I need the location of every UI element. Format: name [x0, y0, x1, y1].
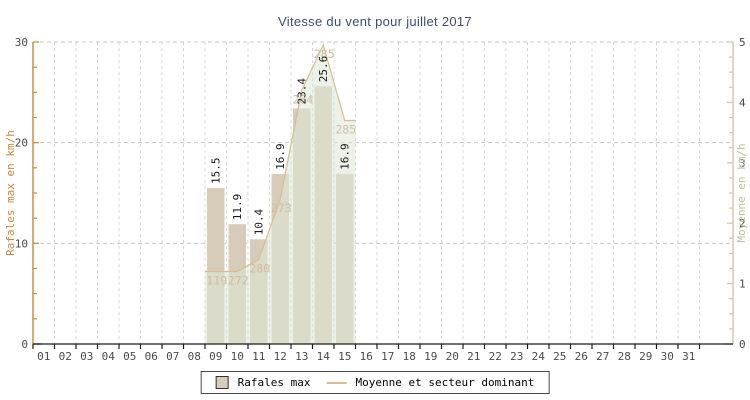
right-axis-tick-label: 5	[739, 36, 746, 49]
day-label-28: 28	[618, 350, 631, 363]
bar-swatch-icon	[216, 376, 229, 389]
day-label-07: 07	[166, 350, 179, 363]
day-label-25: 25	[553, 350, 566, 363]
direction-label-day-12: 273	[271, 201, 292, 215]
day-label-03: 03	[80, 350, 93, 363]
right-axis-tick-label: 1	[739, 278, 746, 291]
legend-item-rafales: Rafales max	[216, 376, 311, 389]
day-label-19: 19	[424, 350, 437, 363]
day-label-23: 23	[510, 350, 523, 363]
wind-chart-canvas: 11927228027328428528515.511.910.416.923.…	[0, 0, 750, 400]
right-axis-tick-label: 0	[739, 338, 746, 351]
direction-label-day-09: 119	[206, 274, 227, 288]
bar-value-label-day-15: 16.9	[339, 143, 352, 170]
day-label-24: 24	[532, 350, 546, 363]
day-label-18: 18	[403, 350, 416, 363]
legend-item-moyenne: Moyenne et secteur dominant	[327, 376, 535, 389]
legend-label-moyenne: Moyenne et secteur dominant	[356, 376, 535, 389]
day-label-01: 01	[37, 350, 50, 363]
day-label-31: 31	[682, 350, 695, 363]
day-label-15: 15	[338, 350, 351, 363]
right-axis-tick-label: 4	[739, 96, 746, 109]
bar-value-label-day-14: 25.6	[317, 56, 330, 83]
left-axis-title: Rafales max en km/h	[4, 130, 17, 256]
day-label-16: 16	[360, 350, 373, 363]
left-axis-tick-label: 0	[21, 338, 28, 351]
day-label-30: 30	[661, 350, 674, 363]
direction-label-day-15: 285	[335, 123, 356, 137]
day-label-27: 27	[596, 350, 609, 363]
line-swatch-icon	[327, 382, 347, 384]
day-label-13: 13	[295, 350, 308, 363]
direction-label-day-10: 272	[228, 274, 249, 288]
legend-label-rafales: Rafales max	[238, 376, 311, 389]
day-label-26: 26	[575, 350, 588, 363]
day-label-17: 17	[381, 350, 394, 363]
bar-value-label-day-13: 23.4	[296, 78, 309, 105]
direction-label-day-11: 280	[249, 261, 270, 275]
day-label-06: 06	[145, 350, 158, 363]
day-label-12: 12	[274, 350, 287, 363]
right-axis-title: Moyenne en km/h	[735, 143, 748, 242]
day-label-09: 09	[209, 350, 222, 363]
left-axis-tick-label: 30	[15, 36, 28, 49]
bar-value-label-day-09: 15.5	[210, 157, 223, 184]
day-label-04: 04	[102, 350, 116, 363]
day-label-21: 21	[467, 350, 480, 363]
chart-legend: Rafales max Moyenne et secteur dominant	[201, 371, 550, 394]
day-label-02: 02	[59, 350, 72, 363]
day-label-05: 05	[123, 350, 136, 363]
bar-value-label-day-10: 11.9	[231, 194, 244, 221]
wind-chart-page: Vitesse du vent pour juillet 2017 119272…	[0, 0, 750, 400]
day-label-22: 22	[489, 350, 502, 363]
bar-value-label-day-11: 10.4	[253, 208, 266, 235]
day-label-08: 08	[188, 350, 201, 363]
day-label-11: 11	[252, 350, 265, 363]
day-label-10: 10	[231, 350, 244, 363]
day-label-20: 20	[446, 350, 459, 363]
bar-value-label-day-12: 16.9	[274, 143, 287, 170]
day-label-29: 29	[639, 350, 652, 363]
day-label-14: 14	[317, 350, 331, 363]
